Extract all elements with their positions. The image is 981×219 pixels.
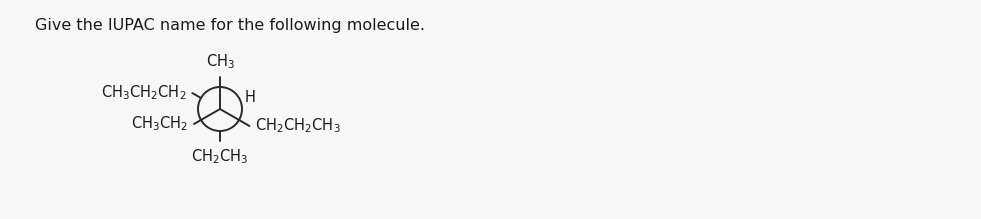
Text: CH$_2$CH$_2$CH$_3$: CH$_2$CH$_2$CH$_3$ <box>255 117 341 135</box>
Text: CH$_2$CH$_3$: CH$_2$CH$_3$ <box>191 147 248 166</box>
Text: Give the IUPAC name for the following molecule.: Give the IUPAC name for the following mo… <box>35 18 425 33</box>
Text: CH$_3$CH$_2$CH$_2$: CH$_3$CH$_2$CH$_2$ <box>101 84 186 102</box>
Text: H: H <box>245 90 256 106</box>
Text: CH$_3$CH$_2$: CH$_3$CH$_2$ <box>130 115 188 133</box>
Text: CH$_3$: CH$_3$ <box>205 52 234 71</box>
